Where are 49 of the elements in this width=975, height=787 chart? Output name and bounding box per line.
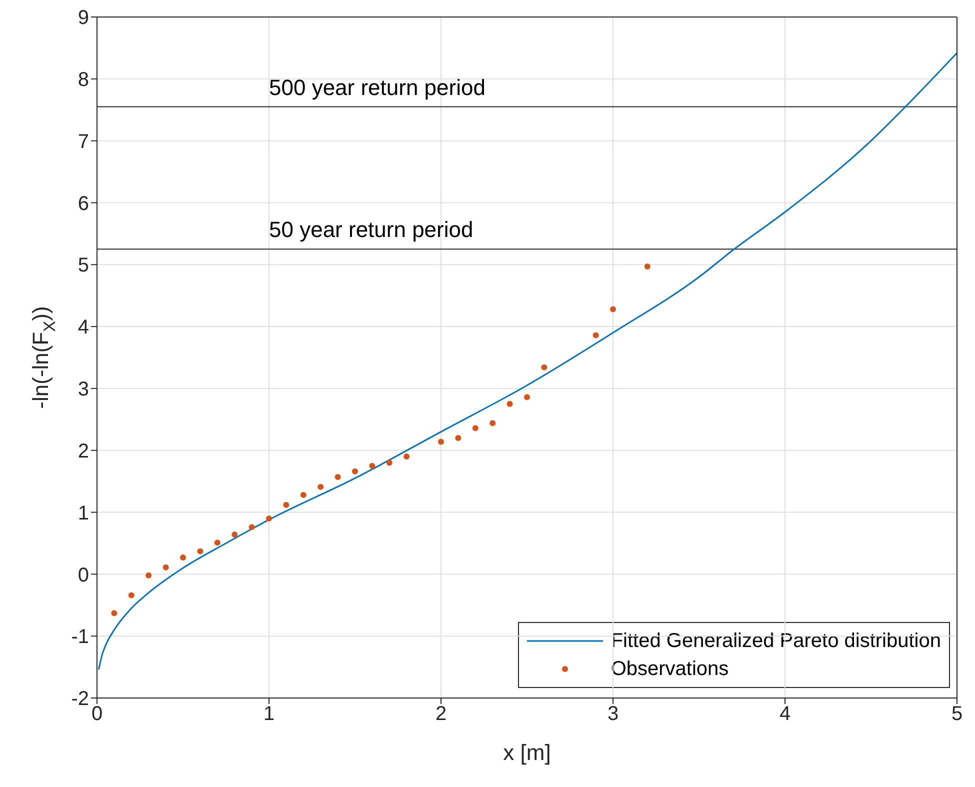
point bbox=[283, 502, 290, 508]
x-axis-title: x [m] bbox=[503, 740, 551, 765]
x-tick-label: 2 bbox=[435, 703, 447, 726]
point bbox=[197, 548, 204, 554]
x-tick-label: 5 bbox=[951, 703, 963, 726]
y-tick-label: 2 bbox=[78, 440, 89, 462]
y-tick-label: -2 bbox=[71, 688, 89, 710]
y-tick-label: -1 bbox=[71, 626, 89, 648]
point bbox=[318, 484, 324, 490]
ref-line-label: 50 year return period bbox=[269, 217, 474, 242]
point bbox=[334, 474, 341, 480]
point bbox=[644, 263, 650, 270]
point bbox=[455, 434, 462, 441]
point bbox=[146, 572, 152, 578]
y-tick-label: 4 bbox=[78, 316, 89, 339]
point bbox=[248, 524, 255, 530]
point bbox=[128, 592, 134, 598]
x-tick-label: 1 bbox=[263, 703, 275, 726]
y-tick-label: 7 bbox=[78, 130, 89, 153]
point bbox=[214, 540, 220, 546]
point bbox=[162, 564, 169, 570]
point bbox=[438, 438, 444, 445]
y-tick-label: 8 bbox=[78, 69, 89, 92]
point bbox=[610, 306, 616, 312]
point bbox=[592, 332, 599, 338]
y-tick-label: 5 bbox=[78, 254, 89, 277]
point bbox=[404, 454, 410, 460]
legend-label: Observations bbox=[610, 658, 729, 680]
point bbox=[111, 610, 118, 616]
point bbox=[180, 554, 186, 560]
point bbox=[541, 364, 548, 370]
y-tick-label: 6 bbox=[78, 192, 89, 215]
y-tick-label: 3 bbox=[78, 378, 89, 401]
point bbox=[524, 394, 530, 400]
y-tick-label: 1 bbox=[78, 502, 89, 524]
point bbox=[232, 532, 238, 538]
point bbox=[386, 460, 392, 466]
y-tick-label: 0 bbox=[78, 564, 89, 586]
point bbox=[300, 492, 306, 498]
x-tick-label: 4 bbox=[779, 703, 791, 726]
point bbox=[369, 462, 376, 469]
point bbox=[490, 420, 496, 426]
ref-line-label: 500 year return period bbox=[269, 74, 486, 100]
point bbox=[352, 468, 358, 474]
point bbox=[506, 400, 513, 407]
x-tick-label: 3 bbox=[607, 703, 619, 726]
point bbox=[266, 515, 272, 522]
y-tick-label: 9 bbox=[78, 7, 89, 30]
point bbox=[472, 425, 478, 432]
